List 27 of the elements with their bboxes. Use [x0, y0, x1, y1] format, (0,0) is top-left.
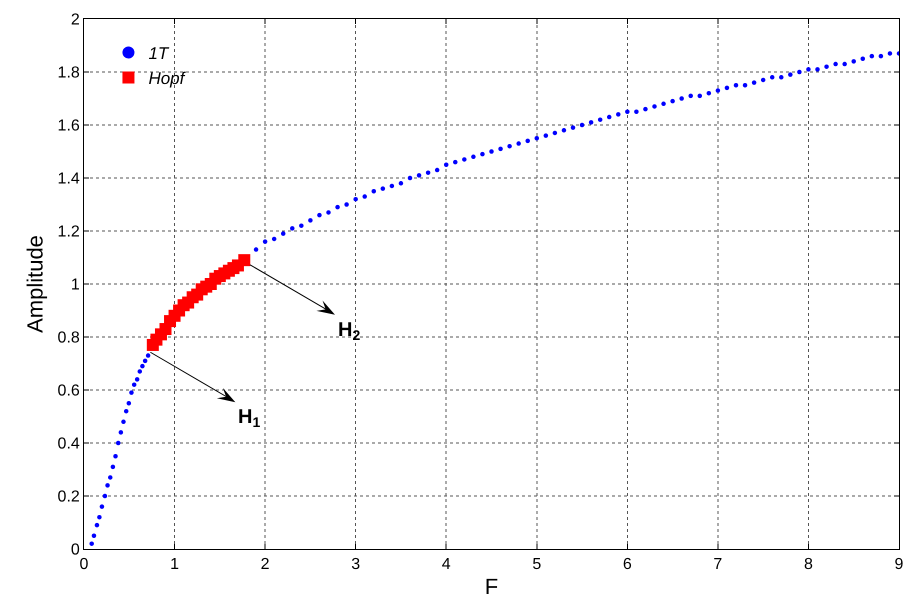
y-tick-label: 1.8: [58, 64, 80, 82]
y-tick-label: 0.4: [58, 436, 80, 453]
y-tick-label: 1.6: [58, 118, 80, 135]
x-tick-label: 9: [894, 556, 904, 574]
x-axis-title: F: [484, 574, 498, 600]
y-tick-label: 0.8: [58, 330, 80, 347]
annotation: H$_{2}$: [338, 319, 360, 344]
x-tick-label: 4: [442, 556, 451, 574]
x-tick-label: 2: [260, 556, 270, 574]
point: [238, 254, 250, 266]
x-tick-label: 1: [170, 556, 180, 574]
y-tick-label: 1.4: [58, 170, 80, 188]
x-tick-label: 7: [713, 556, 722, 574]
y-tick-label: 0.2: [58, 488, 80, 506]
annotation: H$_{1}$: [238, 406, 260, 430]
y-axis-title: Amplitude: [22, 235, 48, 333]
legend-label: 1T: [148, 44, 170, 64]
y-tick-label: 2: [70, 12, 80, 29]
x-tick-label: 3: [351, 556, 360, 574]
y-tick-label: 0.6: [58, 382, 80, 400]
x-tick-label: 5: [532, 556, 542, 574]
x-tick-label: 8: [804, 556, 813, 574]
y-tick-label: 1: [70, 276, 80, 294]
x-tick-label: 6: [622, 556, 632, 574]
y-tick-label: 0: [70, 542, 80, 559]
legend-label: Hopf: [148, 69, 187, 88]
y-tick-label: 1.2: [58, 224, 80, 241]
